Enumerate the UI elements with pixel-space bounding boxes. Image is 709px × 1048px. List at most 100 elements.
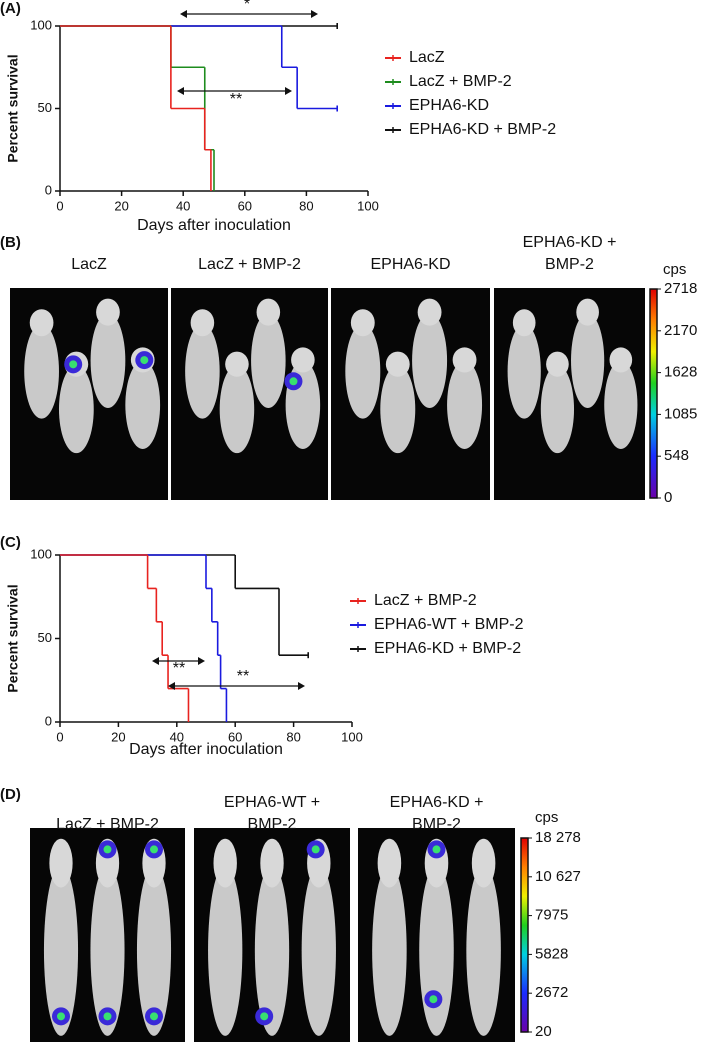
mouse-body [540, 365, 575, 454]
signal-core [140, 356, 149, 365]
survival-step [170, 26, 205, 110]
survival-step [155, 588, 163, 623]
significance-label: * [244, 0, 250, 13]
mouse-head [260, 838, 284, 888]
signal-core [260, 1012, 269, 1021]
legend-label: EPHA6-WT + BMP-2 [374, 616, 524, 633]
survival-step [146, 555, 157, 590]
significance-label: ** [173, 660, 185, 677]
panel-label: (B) [0, 234, 21, 251]
signal-core [311, 845, 320, 854]
colorbar-unit: cps [535, 809, 558, 826]
signal-core [429, 995, 438, 1004]
significance-label: ** [230, 91, 242, 108]
image-title: EPHA6-KD + BMP-2 [522, 234, 617, 273]
signal-core [103, 1012, 112, 1021]
mouse-body [125, 360, 161, 449]
panel-label: (C) [0, 534, 21, 551]
image-title: EPHA6-KD + BMP-2 [389, 794, 484, 833]
survival-step [203, 108, 211, 151]
x-tick-label: 100 [357, 198, 379, 213]
colorbar-tick-label: 2718 [664, 280, 697, 297]
mouse-body [380, 365, 416, 454]
colorbar-tick-label: 7975 [535, 907, 568, 924]
x-axis-label: Days after inoculation [137, 217, 291, 234]
mouse-body [90, 865, 125, 1036]
y-tick-label: 50 [38, 100, 52, 115]
y-axis-label: Percent survival [5, 54, 21, 162]
panel-label: (D) [0, 786, 21, 803]
x-tick-label: 60 [238, 198, 252, 213]
signal-core [69, 360, 78, 369]
image-title: LacZ [71, 256, 107, 273]
x-tick-label: 20 [114, 198, 128, 213]
survival-step [216, 621, 221, 656]
image-title: LacZ + BMP-2 [56, 816, 159, 833]
mouse-head [225, 351, 249, 377]
mouse-head [291, 347, 315, 373]
survival-step [234, 555, 279, 590]
mouse-body [604, 360, 638, 449]
mouse-head [609, 347, 633, 373]
survival-step [296, 67, 338, 110]
x-tick-label: 0 [56, 198, 63, 213]
colorbar-tick-label: 548 [664, 447, 689, 464]
colorbar-tick-label: 2170 [664, 322, 697, 339]
mouse-body [136, 865, 172, 1036]
colorbar-tick-label: 20 [535, 1023, 552, 1040]
image-title: EPHA6-KD [370, 256, 451, 273]
survival-step [203, 67, 214, 151]
mouse-body [372, 865, 407, 1036]
colorbar-tick-label: 18 278 [535, 829, 581, 846]
significance-label: ** [237, 668, 249, 685]
signal-core [57, 1012, 65, 1021]
mouse-body [466, 865, 501, 1036]
x-tick-label: 20 [111, 729, 125, 744]
legend-label: EPHA6-KD + BMP-2 [409, 121, 556, 138]
signal-core [150, 1012, 158, 1021]
colorbar [520, 837, 529, 1033]
y-axis-label: Percent survival [5, 584, 21, 692]
y-tick-label: 0 [45, 713, 52, 728]
x-tick-label: 40 [176, 198, 190, 213]
colorbar-unit: cps [663, 261, 686, 278]
mouse-head [377, 838, 402, 888]
mouse-head [29, 309, 54, 337]
mouse-head [49, 838, 73, 888]
colorbar-tick-label: 0 [664, 489, 672, 506]
legend-label: LacZ [409, 49, 445, 66]
image-title: LacZ + BMP-2 [198, 256, 301, 273]
mouse-body [219, 365, 255, 454]
x-tick-label: 0 [56, 729, 63, 744]
mouse-head [350, 309, 375, 337]
survival-step [280, 26, 298, 69]
y-tick-label: 100 [30, 17, 52, 32]
mouse-head [471, 838, 496, 888]
mouse-head [385, 351, 410, 377]
legend-label: LacZ + BMP-2 [409, 73, 512, 90]
colorbar [649, 288, 658, 499]
colorbar-tick-label: 1085 [664, 405, 697, 422]
x-tick-label: 80 [286, 729, 300, 744]
mouse-head [576, 298, 599, 326]
mouse-body [251, 313, 286, 409]
mouse-body [58, 365, 94, 454]
mouse-body [208, 865, 243, 1036]
y-tick-label: 0 [45, 182, 52, 197]
mouse-head [96, 298, 120, 326]
survival-step [278, 588, 309, 656]
mouse-body [419, 865, 454, 1036]
survival-step [219, 655, 227, 690]
mouse-body [412, 313, 448, 409]
x-axis-label: Days after inoculation [129, 741, 283, 758]
mouse-body [447, 360, 483, 449]
mouse-body [90, 313, 126, 409]
mouse-head [452, 347, 477, 373]
signal-core [150, 845, 158, 854]
image-title: EPHA6-WT + BMP-2 [223, 794, 321, 833]
survival-step [161, 621, 169, 656]
legend-label: LacZ + BMP-2 [374, 592, 477, 609]
legend-label: EPHA6-KD + BMP-2 [374, 640, 521, 657]
